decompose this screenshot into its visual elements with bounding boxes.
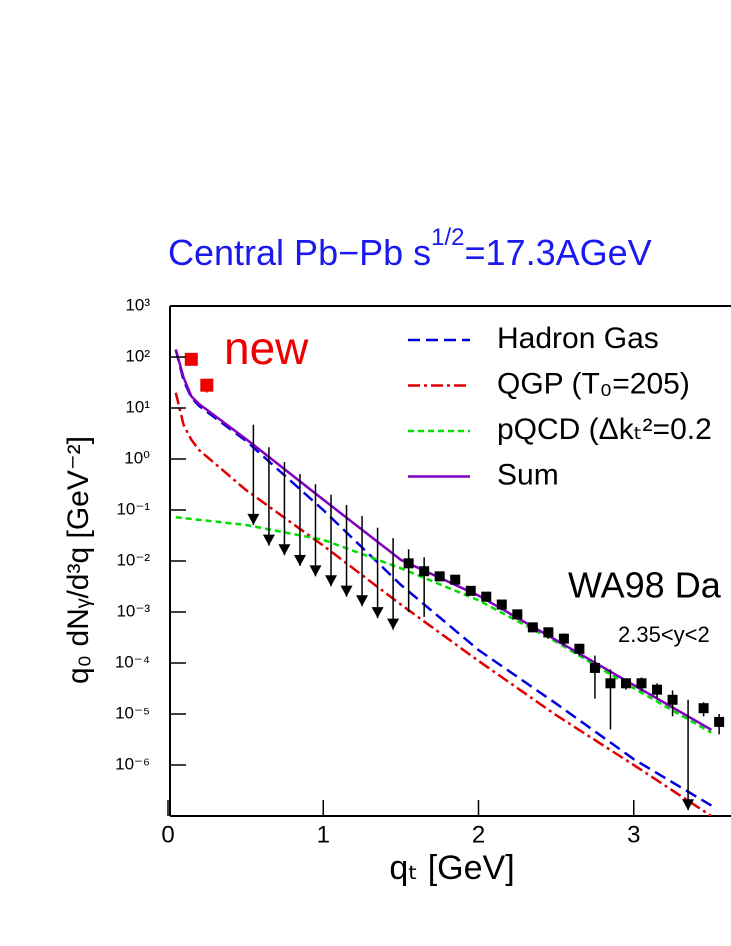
upper-limit-arrow — [262, 534, 275, 546]
y-tick-label: 10³ — [125, 295, 150, 314]
legend-label: QGP (T₀=205) — [497, 367, 690, 400]
data-point — [465, 585, 476, 596]
upper-limit-arrow — [682, 799, 695, 811]
data-point — [574, 643, 585, 654]
upper-limit-arrow — [309, 565, 322, 577]
data-point — [419, 566, 430, 577]
data-point — [543, 627, 554, 638]
upper-limit-arrow — [356, 595, 369, 607]
data-point — [558, 633, 569, 644]
data-point — [636, 678, 647, 689]
data-point — [652, 684, 663, 695]
annotation: new — [224, 322, 309, 374]
x-tick-label: 2 — [472, 821, 485, 848]
y-tick-label: 10⁻² — [116, 550, 150, 569]
data-point — [714, 716, 725, 727]
chart-title: Central Pb−Pb s1/2=17.3AGeV — [168, 224, 652, 272]
x-tick-label: 3 — [627, 821, 640, 848]
y-tick-label: 10⁻³ — [116, 601, 150, 620]
plot-area — [174, 349, 725, 816]
y-tick-label: 10² — [125, 346, 150, 365]
upper-limit-arrow — [340, 585, 353, 597]
data-point — [527, 622, 538, 633]
upper-limit-arrow — [371, 607, 384, 619]
data-point — [589, 662, 600, 673]
data-point — [200, 378, 214, 392]
curve — [175, 516, 712, 734]
data-point — [698, 703, 709, 714]
data-point — [512, 609, 523, 620]
data-point — [184, 352, 198, 366]
x-axis-label: qₜ [GeV] — [389, 849, 514, 887]
curve — [174, 392, 713, 816]
data-point — [434, 571, 445, 582]
data-point — [605, 678, 616, 689]
upper-limit-arrow — [387, 618, 400, 630]
data-point — [667, 694, 678, 705]
x-tick-label: 0 — [161, 821, 174, 848]
data-point — [496, 599, 507, 610]
data-point — [481, 591, 492, 602]
legend-label: Sum — [497, 458, 559, 491]
annotation: 2.35<y<2 — [618, 622, 710, 647]
data-point — [450, 574, 461, 585]
title-main: Central Pb−Pb s — [168, 232, 431, 273]
y-axis-label: q₀ dNᵧ/d³q [GeV⁻²] — [62, 436, 95, 684]
y-tick-label: 10⁻⁶ — [115, 754, 150, 773]
y-tick-label: 10⁻⁵ — [115, 703, 150, 722]
upper-limit-arrow — [247, 513, 260, 525]
x-tick-label: 1 — [317, 821, 330, 848]
data-point — [403, 558, 414, 569]
curve — [174, 349, 712, 731]
upper-limit-arrow — [325, 575, 338, 587]
upper-limit-arrow — [278, 544, 291, 556]
data-point — [620, 678, 631, 689]
legend-label: pQCD (Δkₜ²=0.2 — [497, 413, 712, 446]
legend-label: Hadron Gas — [497, 322, 659, 355]
upper-limit-arrow — [293, 554, 306, 566]
title-suffix: =17.3AGeV — [465, 232, 652, 273]
y-tick-label: 10⁻¹ — [116, 499, 150, 518]
y-tick-label: 10⁻⁴ — [115, 652, 150, 671]
y-tick-label: 10⁰ — [124, 448, 150, 467]
title-superscript: 1/2 — [431, 224, 464, 251]
annotation: WA98 Da — [568, 565, 722, 606]
y-tick-label: 10¹ — [125, 397, 150, 416]
